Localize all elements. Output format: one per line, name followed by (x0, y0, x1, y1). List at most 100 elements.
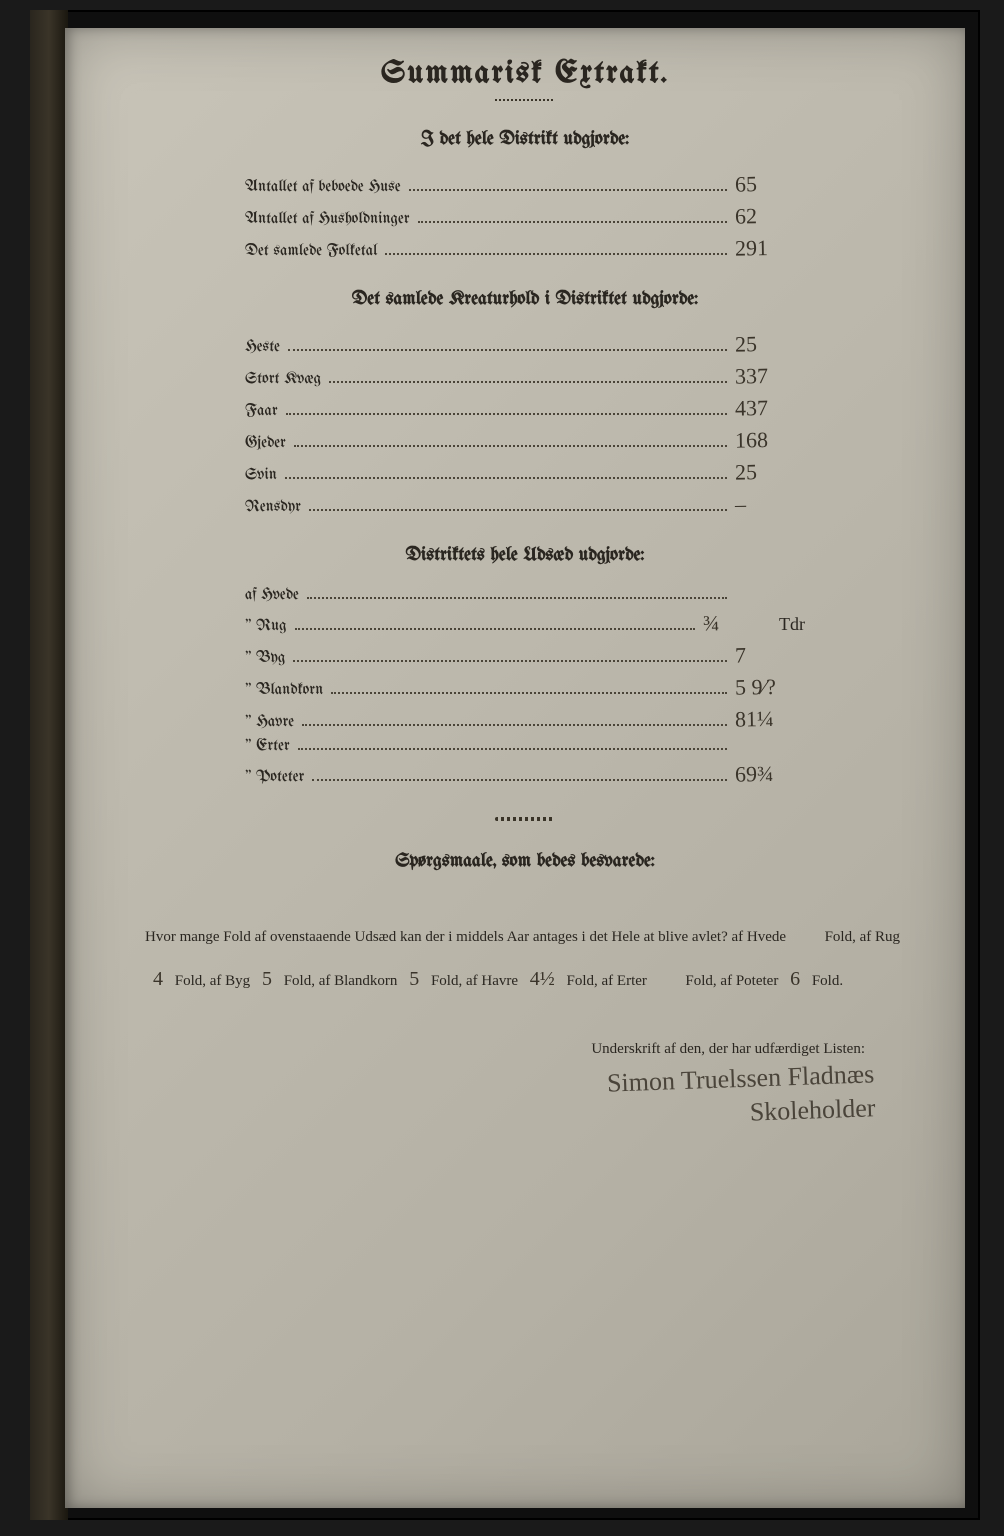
data-row: " Byg 7 (245, 642, 805, 668)
leader-dots (312, 779, 727, 781)
row-value: 69¾ (735, 760, 805, 787)
livestock-block: Heste25 Stort Kvæg337 Faar437 Gjeder168 … (245, 331, 805, 517)
seed-block: af Hvede " Rug ¾ Tdr " Byg 7 " Blandkorn 5 9… (245, 587, 805, 787)
data-row: Gjeder 168 (245, 427, 805, 453)
row-label: Antallet af beboede Huse (245, 179, 401, 196)
q-part-unit: Fold, (280, 973, 315, 989)
row-label: Heste (245, 339, 280, 356)
q-part-value (790, 924, 821, 946)
data-row: Stort Kvæg 337 (245, 363, 805, 389)
row-label: " Erter (245, 738, 290, 755)
q-part-value: 5 (401, 968, 427, 990)
leader-dots (309, 509, 727, 511)
q-part-label: af Havre (462, 973, 522, 989)
row-value: – (735, 490, 805, 517)
data-row: " Havre 81¼ (245, 706, 805, 732)
row-value: 25 (735, 458, 805, 485)
row-value: 65 (735, 170, 805, 197)
book-spine (30, 10, 68, 1520)
leader-dots (302, 724, 727, 726)
row-unit: Tdr (779, 614, 805, 635)
q-part-label: af Hvede (732, 929, 790, 945)
leader-dots (285, 477, 727, 479)
document-page: Summarisk Extrakt. I det hele Distrikt u… (65, 28, 965, 1508)
section-divider (495, 817, 555, 821)
section-heading-seed: Distriktets hele Udsæd udgjorde: (145, 545, 905, 565)
data-row: Det samlede Folketal 291 (245, 235, 805, 261)
row-label: Faar (245, 403, 278, 420)
signature-name: Simon Truelssen Fladnæs Skoleholder (144, 1057, 876, 1150)
row-value: 81¼ (735, 705, 805, 732)
data-row: Rensdyr – (245, 491, 805, 517)
row-value: 62 (735, 202, 805, 229)
row-value: 437 (735, 394, 805, 421)
q-part-unit: Fold, (427, 973, 462, 989)
leader-dots (294, 445, 727, 447)
data-row: af Hvede (245, 587, 805, 604)
row-value: 168 (735, 426, 805, 453)
signer-name: Simon Truelssen Fladnæs (607, 1059, 875, 1097)
title-rule (495, 99, 555, 101)
q-part-value: 6 (782, 968, 808, 990)
row-value: 25 (735, 330, 805, 357)
section-heading-district: I det hele Distrikt udgjorde: (145, 129, 905, 149)
q-part-unit: Fold, (821, 929, 856, 945)
row-value: 291 (735, 234, 805, 261)
leader-dots (288, 349, 727, 351)
row-value (735, 749, 805, 750)
q-part-unit: Fold, (682, 973, 717, 989)
section-heading-question: Spørgsmaale, som bedes besvarede: (145, 851, 905, 871)
row-value: 337 (735, 362, 805, 389)
q-part-label: af Blandkorn (315, 973, 401, 989)
row-label: Det samlede Folketal (245, 243, 377, 260)
row-label: Stort Kvæg (245, 371, 321, 388)
data-row: Heste 25 (245, 331, 805, 357)
page-title: Summarisk Extrakt. (145, 58, 905, 91)
data-row: " Erter (245, 738, 805, 755)
q-part-value: 4½ (522, 968, 563, 990)
leader-dots (295, 628, 695, 630)
data-row: Antallet af Husholdninger 62 (245, 203, 805, 229)
q-part-label: af Erter (598, 973, 651, 989)
row-value: ¾ (703, 609, 773, 636)
q-part-unit: Fold, (171, 973, 206, 989)
row-label: " Poteter (245, 769, 304, 786)
leader-dots (385, 253, 727, 255)
q-part-unit: Fold, (563, 973, 598, 989)
leader-dots (329, 381, 727, 383)
row-label: af Hvede (245, 587, 299, 604)
row-value: 5 9⁄? (735, 673, 805, 700)
q-part-value: 5 (254, 968, 280, 990)
data-row: Antallet af beboede Huse 65 (245, 171, 805, 197)
row-value: 7 (735, 641, 805, 668)
row-label: " Rug (245, 618, 287, 635)
leader-dots (331, 692, 727, 694)
row-label: " Havre (245, 714, 294, 731)
data-row: " Blandkorn 5 9⁄? (245, 674, 805, 700)
leader-dots (409, 189, 727, 191)
data-row: " Rug ¾ Tdr (245, 610, 805, 636)
q-part-label: af Poteter (717, 973, 782, 989)
data-row: Svin 25 (245, 459, 805, 485)
q-part-unit: Fold. (808, 973, 843, 989)
leader-dots (418, 221, 727, 223)
row-label: Gjeder (245, 435, 286, 452)
leader-dots (298, 748, 727, 750)
row-label: Rensdyr (245, 499, 301, 516)
question-paragraph: Hvor mange Fold af ovenstaaende Udsæd ka… (145, 913, 905, 1001)
data-row: Faar 437 (245, 395, 805, 421)
leader-dots (307, 597, 727, 599)
leader-dots (293, 660, 727, 662)
row-value (735, 598, 805, 599)
row-label: Antallet af Husholdninger (245, 211, 410, 228)
q-part-value: 4 (145, 968, 171, 990)
row-label: Svin (245, 467, 277, 484)
signature-label: Underskrift af den, der har udfærdiget L… (145, 1041, 865, 1058)
q-part-value (651, 968, 682, 990)
question-intro: Hvor mange Fold af ovenstaaende Udsæd ka… (145, 929, 728, 945)
leader-dots (286, 413, 727, 415)
signer-role: Skoleholder (749, 1093, 876, 1126)
section-heading-livestock: Det samlede Kreaturhold i Distriktet udg… (145, 289, 905, 309)
row-label: " Blandkorn (245, 682, 323, 699)
row-label: " Byg (245, 650, 285, 667)
